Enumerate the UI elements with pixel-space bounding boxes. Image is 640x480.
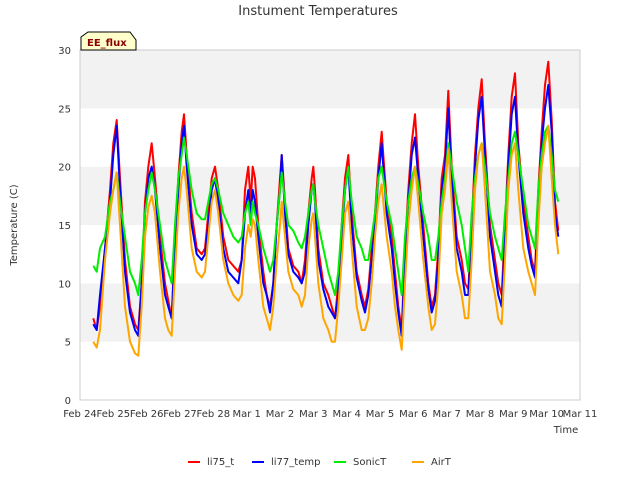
x-tick-label: Feb 28	[197, 409, 231, 420]
legend-label: li75_t	[207, 457, 234, 468]
x-tick-label: Feb 26	[130, 409, 164, 420]
x-tick-labels: Feb 24 Feb 25 Feb 26 Feb 27 Feb 28 Mar 1 Mar 2…	[63, 409, 597, 420]
badge-shape	[80, 31, 137, 51]
x-tick-label: Mar 1	[232, 409, 260, 420]
y-tick-label: 15	[58, 221, 71, 232]
ee-flux-badge: EE_flux	[80, 31, 137, 51]
series-line-AirT	[92, 124, 560, 357]
y-tick-label: 30	[58, 46, 71, 57]
background-bands	[80, 50, 580, 400]
x-tick-label: Mar 2	[266, 409, 294, 420]
x-tick-label: Mar 3	[299, 409, 327, 420]
x-tick-label: Feb 24	[63, 409, 97, 420]
y-tick-label: 0	[65, 396, 71, 407]
x-tick-label: Mar 9	[499, 409, 527, 420]
y-axis-label: Temperature (C)	[9, 184, 20, 266]
y-tick-label: 20	[58, 163, 71, 174]
x-tick-label: Mar 10	[529, 409, 564, 420]
legend: li75_t li77_temp SonicT AirT	[188, 457, 452, 468]
legend-label: li77_temp	[271, 457, 320, 468]
grid-band	[80, 166, 580, 225]
legend-item-li75_t: li75_t	[188, 457, 234, 468]
x-tick-label: Feb 25	[97, 409, 131, 420]
plot-frame	[79, 49, 581, 401]
series-lines	[92, 60, 560, 357]
x-axis-label: Time	[553, 425, 578, 436]
x-tick-label: Mar 11	[563, 409, 598, 420]
y-tick-label: 25	[58, 104, 71, 115]
y-tick-labels: 0 5 10 15 20 25 30	[58, 46, 71, 407]
legend-label: AirT	[431, 457, 452, 468]
grid-band	[80, 108, 580, 167]
x-tick-label: Mar 8	[466, 409, 494, 420]
x-tick-label: Mar 5	[366, 409, 394, 420]
legend-item-SonicT: SonicT	[334, 457, 387, 468]
series-line-li77_temp	[92, 84, 560, 337]
legend-label: SonicT	[353, 457, 387, 468]
grid-band	[80, 50, 580, 109]
chart-title: Instument Temperatures	[238, 4, 398, 19]
y-tick-label: 10	[58, 279, 71, 290]
legend-item-li77_temp: li77_temp	[252, 457, 320, 468]
x-tick-label: Mar 7	[432, 409, 460, 420]
x-tick-label: Mar 4	[332, 409, 360, 420]
badge-label: EE_flux	[87, 38, 127, 49]
y-tick-label: 5	[65, 338, 71, 349]
grid-band	[80, 341, 580, 400]
legend-item-AirT: AirT	[412, 457, 452, 468]
x-tick-label: Mar 6	[399, 409, 427, 420]
x-tick-label: Feb 27	[163, 409, 197, 420]
